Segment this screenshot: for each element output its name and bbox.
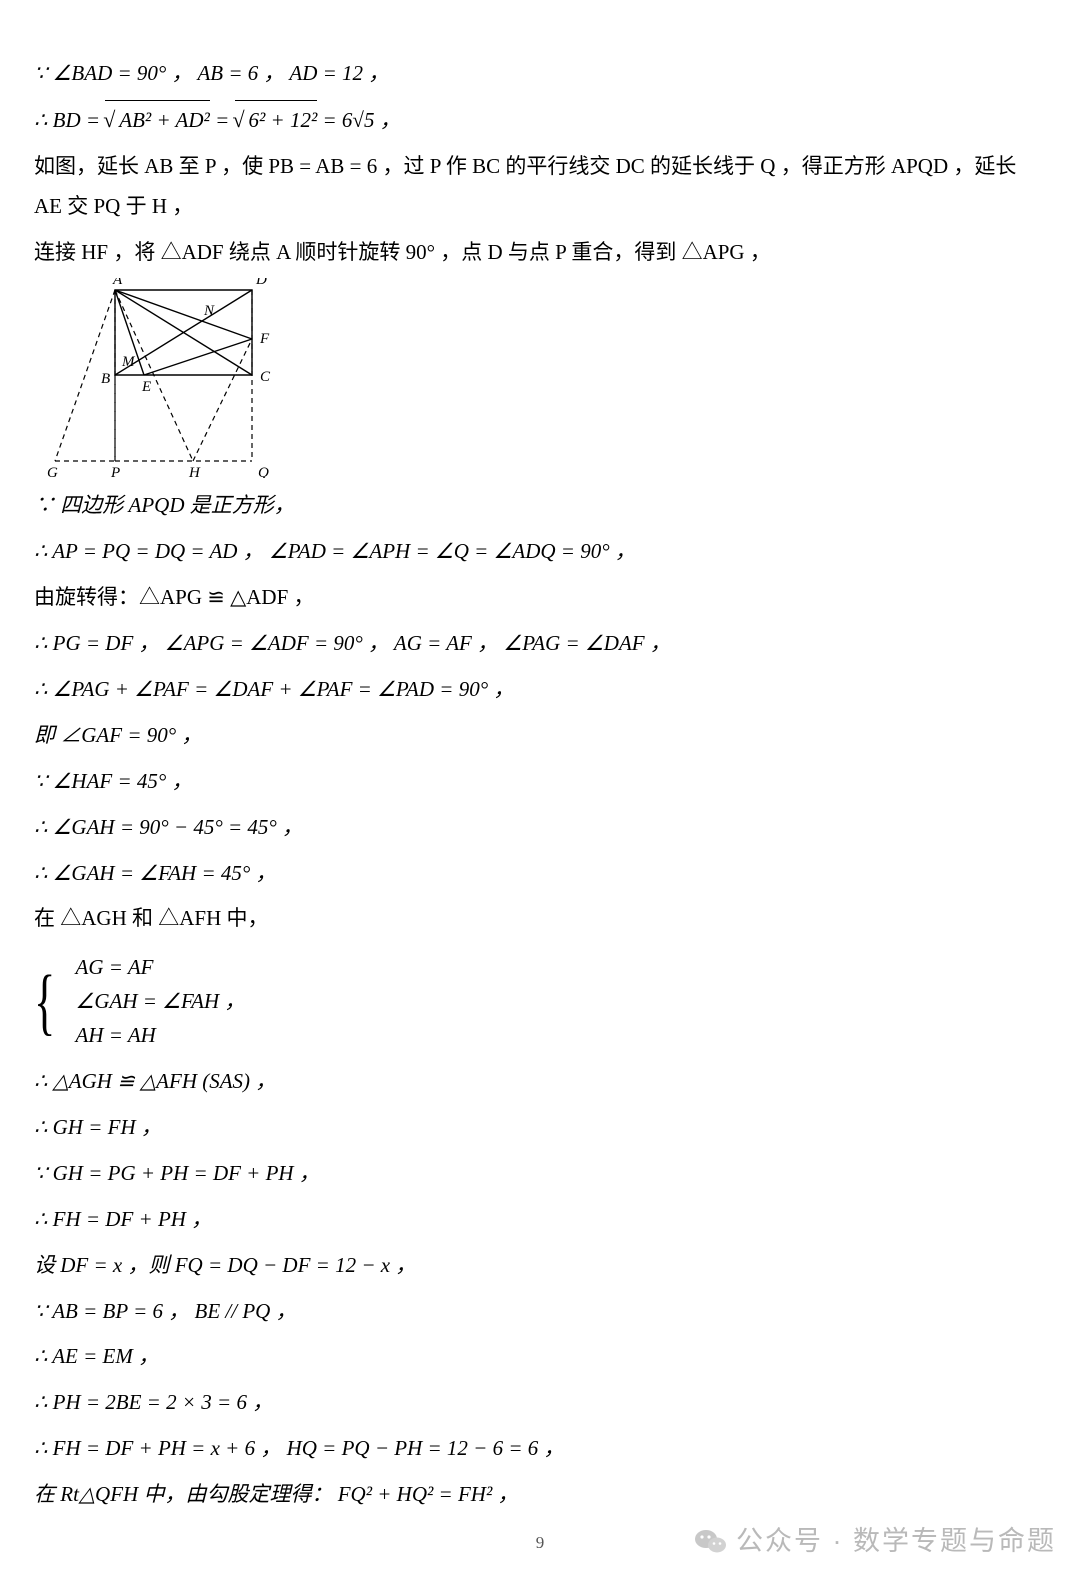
watermark-text: 公众号 · 数学专题与命题 bbox=[736, 1516, 1056, 1567]
l22: ∴ PH = 2BE = 2 × 3 = 6 ， bbox=[34, 1383, 1046, 1423]
line-4: 连接 HF ，将 △ADF 绕点 A 顺时针旋转 90° ，点 D 与点 P 重… bbox=[34, 233, 1046, 273]
line-1: ∵ ∠BAD = 90° ， AB = 6 ， AD = 12 ， bbox=[34, 54, 1046, 94]
l19: 设 DF = x ，则 FQ = DQ − DF = 12 − x ， bbox=[34, 1246, 1046, 1286]
svg-text:E: E bbox=[141, 379, 151, 395]
left-brace: { bbox=[34, 965, 55, 1039]
line-3: 如图，延长 AB 至 P ，使 PB = AB = 6 ，过 P 作 BC 的平… bbox=[34, 147, 1046, 227]
svg-text:A: A bbox=[112, 278, 123, 288]
equation-system: { AG = AF ∠GAH = ∠FAH ， AH = AH bbox=[34, 951, 245, 1052]
svg-text:F: F bbox=[259, 331, 270, 347]
l7: 由旋转得：△APG ≌ △ADF ， bbox=[34, 578, 1046, 618]
svg-text:N: N bbox=[203, 303, 215, 319]
wechat-icon bbox=[694, 1527, 728, 1555]
svg-text:M: M bbox=[121, 354, 136, 370]
l8: ∴ PG = DF ， ∠APG = ∠ADF = 90° ， AG = AF … bbox=[34, 624, 1046, 664]
svg-text:G: G bbox=[47, 465, 58, 478]
svg-text:H: H bbox=[188, 465, 201, 478]
l20: ∵ AB = BP = 6 ， BE // PQ ， bbox=[34, 1292, 1046, 1332]
page: ∵ ∠BAD = 90° ， AB = 6 ， AD = 12 ， ∴ BD =… bbox=[0, 0, 1080, 1581]
svg-text:B: B bbox=[101, 371, 110, 387]
svg-text:D: D bbox=[255, 278, 267, 288]
l5: ∵ 四边形 APQD 是正方形， bbox=[34, 486, 1046, 526]
l24: 在 Rt△QFH 中，由勾股定理得： FQ² + HQ² = FH² ， bbox=[34, 1475, 1046, 1515]
svg-text:Q: Q bbox=[258, 465, 269, 478]
l11: ∵ ∠HAF = 45° ， bbox=[34, 762, 1046, 802]
l6: ∴ AP = PQ = DQ = AD ， ∠PAD = ∠APH = ∠Q =… bbox=[34, 532, 1046, 572]
l10: 即 ∠GAF = 90° ， bbox=[34, 716, 1046, 756]
l21: ∴ AE = EM ， bbox=[34, 1337, 1046, 1377]
svg-text:C: C bbox=[260, 369, 271, 385]
l14: 在 △AGH 和 △AFH 中， bbox=[34, 899, 1046, 939]
line-1-text: ∵ ∠BAD = 90° ， AB = 6 ， AD = 12 ， bbox=[34, 61, 389, 85]
line-2: ∴ BD = AB² + AD² = 6² + 12² = 6√5 ， bbox=[34, 100, 1046, 141]
l13: ∴ ∠GAH = ∠FAH = 45° ， bbox=[34, 854, 1046, 894]
l17: ∵ GH = PG + PH = DF + PH ， bbox=[34, 1154, 1046, 1194]
l18: ∴ FH = DF + PH ， bbox=[34, 1200, 1046, 1240]
watermark: 公众号 · 数学专题与命题 bbox=[694, 1516, 1056, 1567]
l12: ∴ ∠GAH = 90° − 45° = 45° ， bbox=[34, 808, 1046, 848]
l15: ∴ △AGH ≌ △AFH (SAS) ， bbox=[34, 1062, 1046, 1102]
l16: ∴ GH = FH ， bbox=[34, 1108, 1046, 1148]
svg-text:P: P bbox=[110, 465, 120, 478]
l9: ∴ ∠PAG + ∠PAF = ∠DAF + ∠PAF = ∠PAD = 90°… bbox=[34, 670, 1046, 710]
diagram: A D B C P Q G H F EM N bbox=[30, 278, 1046, 478]
l23: ∴ FH = DF + PH = x + 6 ， HQ = PQ − PH = … bbox=[34, 1429, 1046, 1469]
